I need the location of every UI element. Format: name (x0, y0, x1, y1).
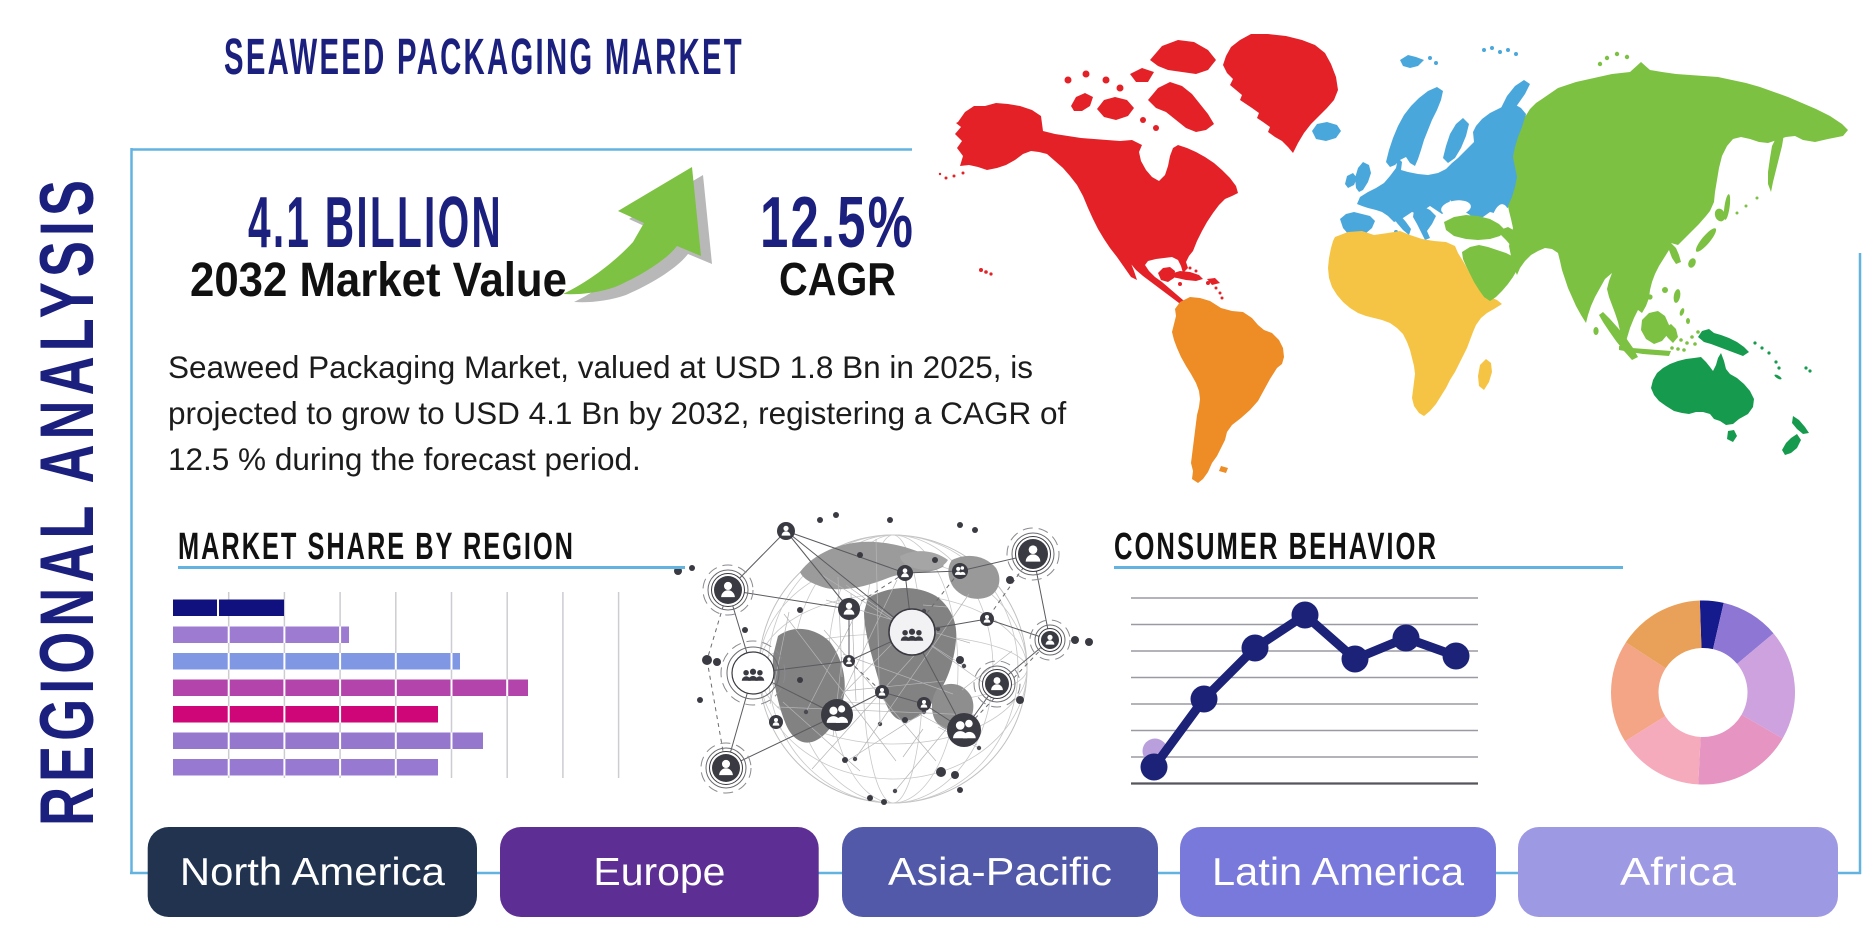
svg-text:12.5%: 12.5% (760, 183, 915, 263)
svg-text:4.1 BILLION: 4.1 BILLION (248, 183, 503, 263)
svg-text:Seaweed Packaging Market, valu: Seaweed Packaging Market, valued at USD … (168, 349, 1033, 385)
svg-text:Latin America: Latin America (1212, 851, 1464, 894)
svg-text:Europe: Europe (593, 851, 725, 894)
svg-text:CAGR: CAGR (779, 253, 896, 305)
svg-text:2032 Market Value: 2032 Market Value (190, 254, 567, 307)
svg-text:projected to grow to USD 4.1 B: projected to grow to USD 4.1 Bn by 2032,… (168, 395, 1066, 431)
svg-text:Asia-Pacific: Asia-Pacific (888, 851, 1112, 894)
svg-text:MARKET SHARE BY REGION: MARKET SHARE BY REGION (178, 526, 575, 568)
svg-text:12.5 % during the forecast per: 12.5 % during the forecast period. (168, 441, 641, 477)
svg-text:REGIONAL ANALYSIS: REGIONAL ANALYSIS (25, 175, 110, 826)
svg-text:CONSUMER BEHAVIOR: CONSUMER BEHAVIOR (1114, 526, 1438, 568)
svg-text:Africa: Africa (1620, 851, 1736, 894)
svg-text:North America: North America (180, 851, 445, 894)
svg-text:SEAWEED PACKAGING MARKET: SEAWEED PACKAGING MARKET (224, 28, 744, 85)
